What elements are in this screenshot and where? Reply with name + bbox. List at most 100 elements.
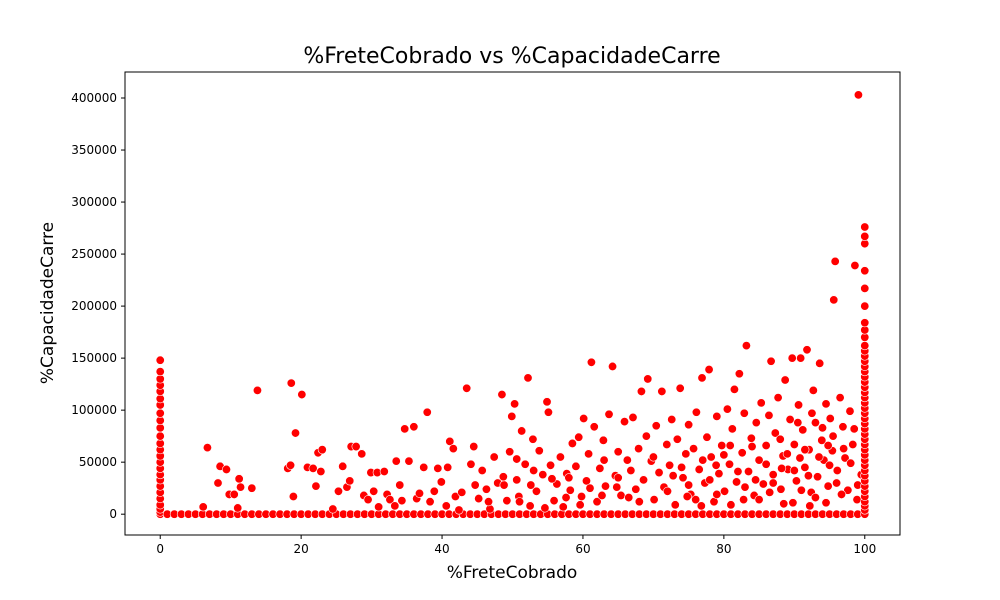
- data-point: [696, 501, 706, 511]
- x-tick-label: 60: [575, 542, 590, 556]
- data-point: [584, 449, 594, 459]
- data-point: [481, 484, 491, 494]
- data-point: [681, 449, 691, 459]
- data-point: [636, 386, 646, 396]
- data-point: [523, 373, 533, 383]
- data-point: [810, 418, 820, 428]
- data-point: [234, 474, 244, 484]
- data-point: [379, 467, 389, 477]
- data-point: [739, 408, 749, 418]
- data-point: [807, 408, 817, 418]
- data-point: [297, 390, 307, 400]
- data-point: [714, 469, 724, 479]
- y-tick-label: 250000: [71, 247, 117, 261]
- data-point: [505, 447, 515, 457]
- data-point: [682, 491, 692, 501]
- data-point: [499, 480, 509, 490]
- data-point: [316, 467, 326, 477]
- data-point: [510, 399, 520, 409]
- data-point: [612, 482, 622, 492]
- data-point: [793, 418, 803, 428]
- data-point: [744, 467, 754, 477]
- data-point: [788, 498, 798, 508]
- x-tick-label: 0: [156, 542, 164, 556]
- data-point: [221, 464, 231, 474]
- data-point: [599, 455, 609, 465]
- data-point: [848, 439, 858, 449]
- data-point: [814, 452, 824, 462]
- data-point: [351, 442, 361, 452]
- data-point: [345, 476, 355, 486]
- data-point: [733, 467, 743, 477]
- data-point: [828, 431, 838, 441]
- data-point: [724, 459, 734, 469]
- data-point: [448, 444, 458, 454]
- data-point: [628, 412, 638, 422]
- data-point: [808, 385, 818, 395]
- data-point: [726, 500, 736, 510]
- data-point: [624, 493, 634, 503]
- data-point: [564, 473, 574, 483]
- data-point: [579, 413, 589, 423]
- data-point: [574, 432, 584, 442]
- data-point: [849, 424, 859, 434]
- data-point: [469, 442, 479, 452]
- data-point: [213, 478, 223, 488]
- data-point: [722, 404, 732, 414]
- data-point: [528, 434, 538, 444]
- data-point: [756, 398, 766, 408]
- data-point: [691, 495, 701, 505]
- data-point: [787, 353, 797, 363]
- data-point: [717, 441, 727, 451]
- data-point: [363, 495, 373, 505]
- y-tick-label: 300000: [71, 195, 117, 209]
- data-point: [470, 480, 480, 490]
- data-point: [852, 495, 862, 505]
- data-point: [734, 369, 744, 379]
- data-point: [397, 496, 407, 506]
- data-point: [288, 491, 298, 501]
- y-axis-label: %CapacidadeCarre: [38, 222, 58, 384]
- data-point: [429, 486, 439, 496]
- data-point: [598, 435, 608, 445]
- data-point: [689, 444, 699, 454]
- data-point: [155, 355, 165, 365]
- data-point: [512, 454, 522, 464]
- data-point: [791, 476, 801, 486]
- data-point: [830, 256, 840, 266]
- data-point: [838, 422, 848, 432]
- data-point: [813, 472, 823, 482]
- data-point: [433, 463, 443, 473]
- data-point: [794, 400, 804, 410]
- data-point: [613, 447, 623, 457]
- data-point: [474, 494, 484, 504]
- data-point: [727, 424, 737, 434]
- data-point: [698, 455, 708, 465]
- data-point: [796, 485, 806, 495]
- data-point: [789, 465, 799, 475]
- data-point: [542, 397, 552, 407]
- data-point: [616, 490, 626, 500]
- data-point: [404, 456, 414, 466]
- data-point: [782, 449, 792, 459]
- data-point: [497, 390, 507, 400]
- data-point: [626, 465, 636, 475]
- data-point: [369, 486, 379, 496]
- data-point: [252, 385, 262, 395]
- data-point: [829, 295, 839, 305]
- data-point: [547, 474, 557, 484]
- data-point: [747, 442, 757, 452]
- data-point: [800, 462, 810, 472]
- data-point: [202, 443, 212, 453]
- data-point: [484, 497, 494, 507]
- data-point: [860, 283, 870, 293]
- data-point: [832, 465, 842, 475]
- data-point: [840, 453, 850, 463]
- data-point: [233, 503, 243, 513]
- data-point: [706, 452, 716, 462]
- data-point: [805, 501, 815, 511]
- data-point: [662, 486, 672, 496]
- data-point: [395, 480, 405, 490]
- data-point: [691, 407, 701, 417]
- data-point: [825, 460, 835, 470]
